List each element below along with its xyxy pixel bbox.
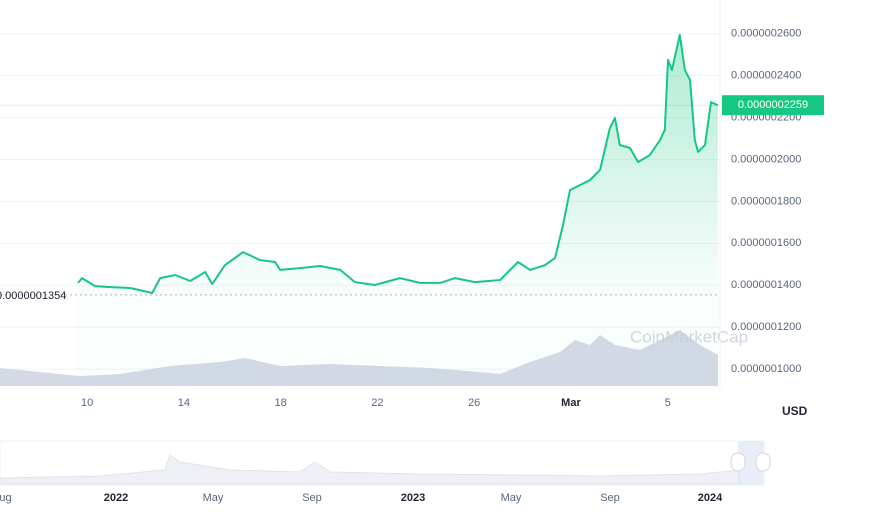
x-tick-label: 14 bbox=[178, 397, 190, 409]
navigator-label: 2023 bbox=[401, 492, 425, 504]
navigator-handle[interactable] bbox=[730, 452, 746, 472]
price-area bbox=[78, 35, 718, 385]
navigator-label: 2022 bbox=[104, 492, 128, 504]
y-tick-label: 0.0000001200 bbox=[731, 321, 801, 333]
current-price-box bbox=[722, 95, 824, 116]
current-price-label: 0.0000002259 bbox=[738, 99, 808, 111]
x-tick-label: 5 bbox=[665, 397, 671, 409]
x-tick-label: 10 bbox=[81, 397, 93, 409]
navigator-label: May bbox=[203, 492, 224, 504]
currency: USD bbox=[782, 404, 808, 418]
y-tick-label: 0.0000001800 bbox=[731, 195, 801, 207]
navigator-label: Sep bbox=[600, 492, 620, 504]
y-tick-label: 0.0000002400 bbox=[731, 70, 801, 82]
navigator-label: 2024 bbox=[698, 492, 723, 504]
x-tick-label: Mar bbox=[561, 397, 581, 409]
low-label: 0.0000001354 bbox=[0, 290, 66, 302]
navigator-label: May bbox=[501, 492, 522, 504]
y-tick-label: 0.0000001000 bbox=[731, 363, 801, 375]
y-tick-label: 0.0000001600 bbox=[731, 237, 801, 249]
x-tick-label: 18 bbox=[275, 397, 287, 409]
x-tick-label: 22 bbox=[371, 397, 383, 409]
y-tick-label: 0.0000001400 bbox=[731, 279, 801, 291]
y-tick-label: 0.0000002000 bbox=[731, 153, 801, 165]
navigator-label: Aug bbox=[0, 492, 12, 504]
navigator-handle[interactable] bbox=[755, 452, 771, 472]
price-line bbox=[77, 34, 719, 294]
y-tick-label: 0.0000002600 bbox=[731, 28, 801, 40]
navigator-label: Sep bbox=[302, 492, 322, 504]
x-tick-label: 26 bbox=[468, 397, 480, 409]
